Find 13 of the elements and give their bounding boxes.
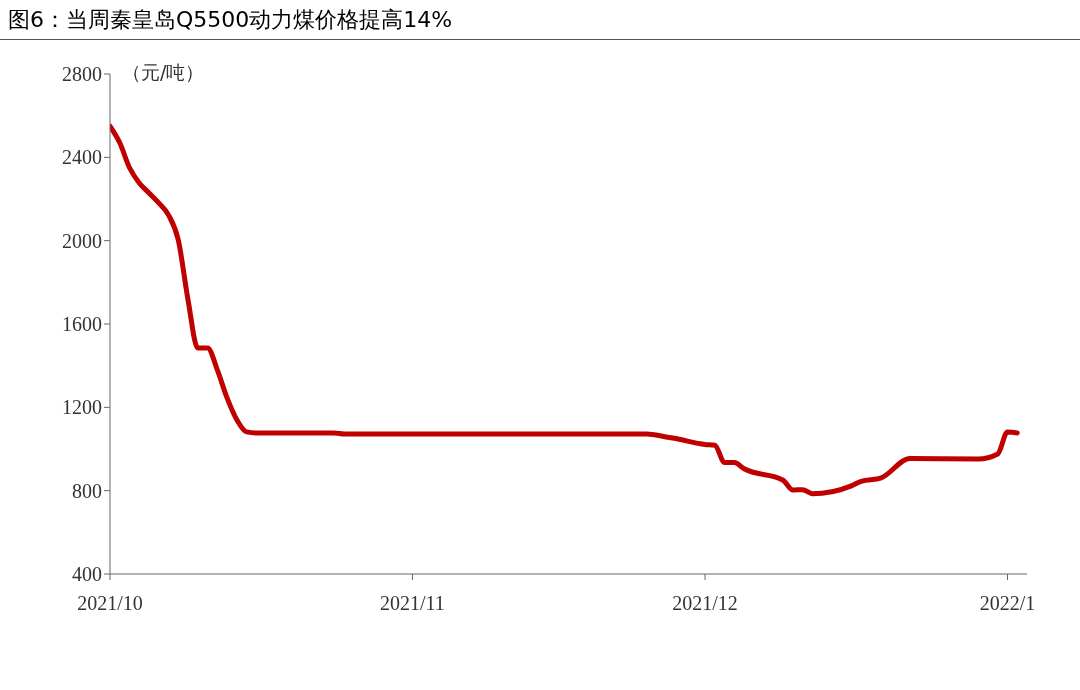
y-tick-label: 1200: [62, 396, 102, 419]
x-tick-label: 2021/11: [380, 592, 445, 615]
y-tick-label: 800: [72, 479, 102, 502]
y-tick-label: 400: [72, 563, 102, 586]
y-tick-label: 1600: [62, 313, 102, 336]
y-tick-label: 2800: [62, 63, 102, 86]
x-tick-label: 2021/12: [672, 592, 738, 615]
y-tick-label: 2000: [62, 229, 102, 252]
x-tick-label: 2021/10: [77, 592, 143, 615]
x-tick-label: 2022/1: [979, 592, 1036, 615]
y-axis-title: （元/吨）: [122, 60, 205, 85]
chart-title: 图6：当周秦皇岛Q5500动力煤价格提高14%: [0, 0, 1080, 40]
y-tick-label: 2400: [62, 146, 102, 169]
